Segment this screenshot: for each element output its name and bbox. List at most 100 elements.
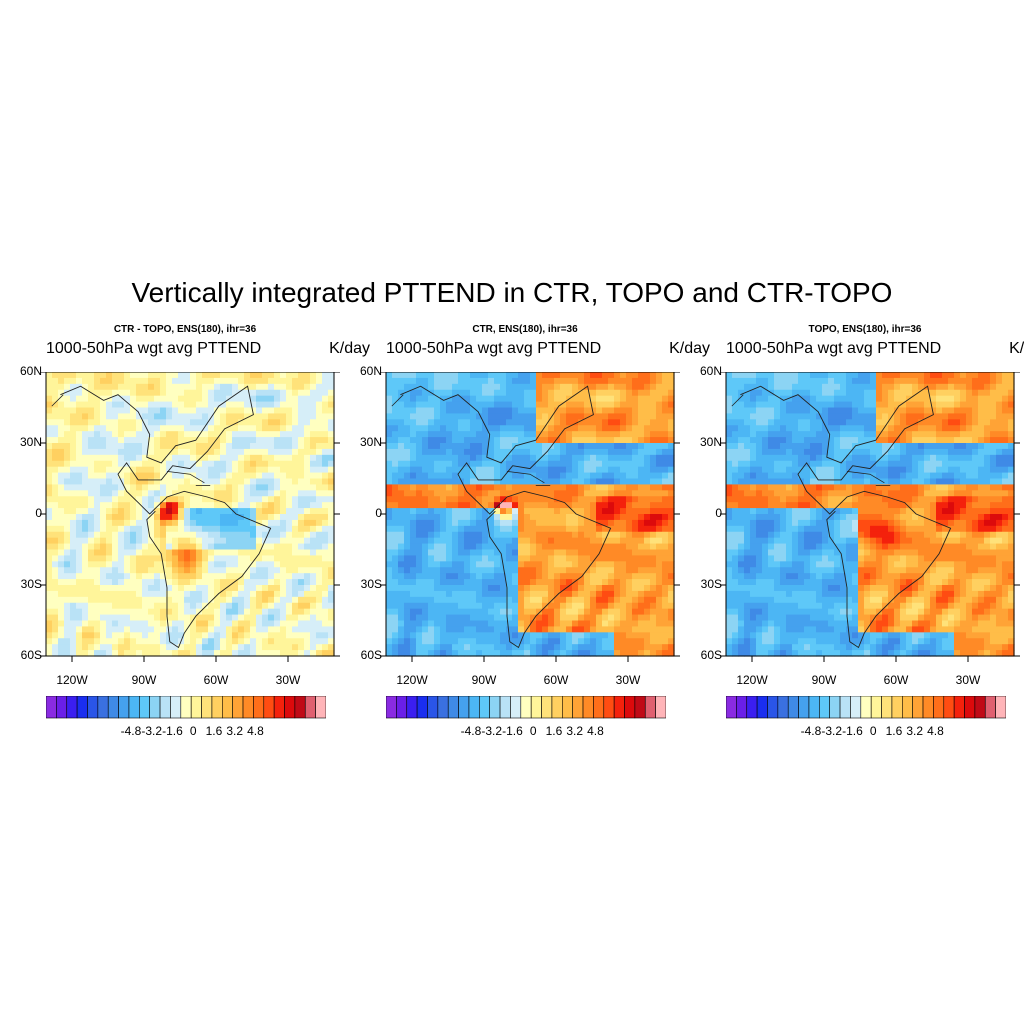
field-cell xyxy=(726,407,733,415)
field-cell xyxy=(262,567,269,574)
field-cell xyxy=(256,413,263,420)
field-cell xyxy=(316,573,323,580)
field-cell xyxy=(542,443,549,450)
field-cell xyxy=(596,460,603,468)
field-cell xyxy=(184,525,191,533)
field-cell xyxy=(744,608,751,616)
field-cell xyxy=(172,596,179,604)
field-cell xyxy=(238,555,245,562)
colorbar-swatch xyxy=(468,696,480,719)
field-cell xyxy=(494,626,501,633)
field-cell xyxy=(100,383,107,391)
field-cell xyxy=(100,431,107,438)
field-cell xyxy=(470,543,477,551)
field-cell xyxy=(596,425,603,432)
field-cell xyxy=(250,543,257,551)
field-cell xyxy=(142,602,149,610)
field-cell xyxy=(310,508,317,515)
field-cell xyxy=(744,413,751,420)
field-cell xyxy=(226,585,233,592)
field-cell xyxy=(76,466,83,474)
field-cell xyxy=(584,508,591,515)
field-cell xyxy=(530,608,537,616)
field-cell xyxy=(542,644,549,651)
field-cell xyxy=(488,395,495,403)
field-cell xyxy=(536,478,543,486)
field-cell xyxy=(142,620,149,628)
field-cell xyxy=(106,596,113,604)
field-cell xyxy=(656,573,663,580)
field-cell xyxy=(166,413,173,420)
field-cell xyxy=(422,413,429,420)
field-cell xyxy=(64,419,71,426)
field-cell xyxy=(250,377,257,385)
field-cell xyxy=(422,496,429,503)
field-cell xyxy=(256,401,263,409)
field-cell xyxy=(428,454,435,462)
field-cell xyxy=(458,407,465,415)
field-cell xyxy=(118,395,125,403)
field-cell xyxy=(644,519,651,527)
field-cell xyxy=(292,650,299,657)
field-cell xyxy=(566,537,573,545)
field-cell xyxy=(410,537,417,545)
field-cell xyxy=(148,437,155,444)
field-cell xyxy=(542,395,549,403)
lat-tick-label: 30N xyxy=(359,435,382,449)
field-cell xyxy=(304,626,311,633)
field-cell xyxy=(410,590,417,598)
field-cell xyxy=(536,443,543,450)
field-cell xyxy=(602,419,609,426)
field-cell xyxy=(160,490,167,497)
field-cell xyxy=(190,448,197,456)
field-cell xyxy=(88,383,95,391)
field-cell xyxy=(446,561,453,568)
field-cell xyxy=(328,650,335,657)
field-cell xyxy=(596,372,603,379)
field-cell xyxy=(148,585,155,592)
field-cell xyxy=(638,525,645,533)
field-cell xyxy=(668,567,675,574)
field-cell xyxy=(452,608,459,616)
field-cell xyxy=(280,632,287,639)
field-cell xyxy=(530,585,537,592)
field-cell xyxy=(142,443,149,450)
field-cell xyxy=(440,644,447,651)
field-cell xyxy=(94,377,101,385)
field-cell xyxy=(100,608,107,616)
field-cell xyxy=(94,614,101,622)
field-cell xyxy=(536,543,543,551)
field-cell xyxy=(172,519,179,527)
field-cell xyxy=(458,443,465,450)
field-cell xyxy=(614,484,621,491)
field-cell xyxy=(584,419,591,426)
field-cell xyxy=(250,620,257,628)
field-cell xyxy=(524,484,531,491)
field-cell xyxy=(52,413,59,420)
field-cell xyxy=(154,573,161,580)
field-cell xyxy=(82,496,89,503)
field-cell xyxy=(500,437,507,444)
field-cell xyxy=(322,638,329,645)
field-cell xyxy=(518,460,525,468)
field-cell xyxy=(322,561,329,568)
field-cell xyxy=(304,543,311,551)
field-cell xyxy=(250,389,257,397)
field-cell xyxy=(650,496,657,503)
field-cell xyxy=(262,490,269,497)
field-cell xyxy=(64,644,71,651)
field-cell xyxy=(620,419,627,426)
field-cell xyxy=(602,632,609,639)
field-cell xyxy=(76,525,83,533)
field-cell xyxy=(322,519,329,527)
field-cell xyxy=(322,555,329,562)
field-cell xyxy=(310,608,317,616)
field-cell xyxy=(166,454,173,462)
field-cell xyxy=(482,650,489,657)
field-cell xyxy=(124,602,131,610)
field-cell xyxy=(262,484,269,491)
field-cell xyxy=(596,650,603,657)
field-cell xyxy=(650,626,657,633)
field-cell xyxy=(458,496,465,503)
field-cell xyxy=(608,620,615,628)
